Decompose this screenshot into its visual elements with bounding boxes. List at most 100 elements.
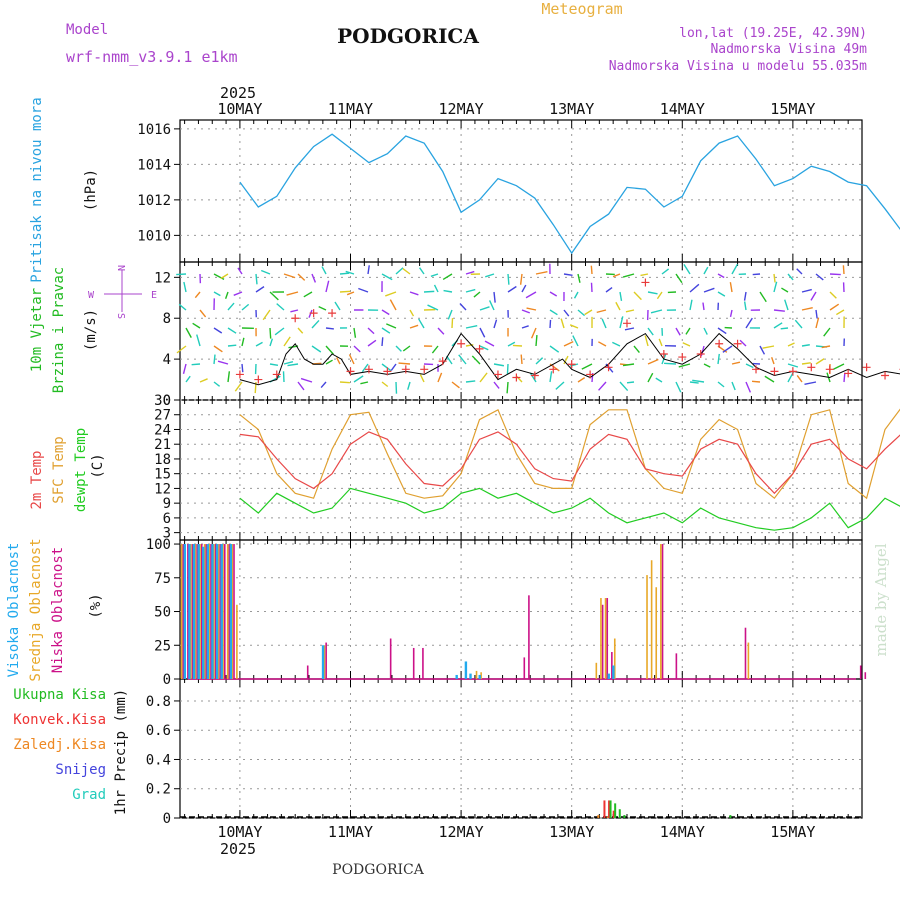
wind-arrow-icon	[731, 381, 736, 391]
wind-arrow-icon	[601, 318, 607, 329]
cloud-mid-bar	[226, 544, 229, 679]
wind-arrow-icon	[183, 281, 187, 293]
wind-arrow-icon	[563, 341, 574, 347]
model-elevation-text: Nadmorska Visina u modelu 55.035m	[609, 59, 867, 74]
wind-arrow-icon	[395, 267, 404, 275]
wind-arrow-icon	[598, 381, 607, 391]
cloud-mid-bar	[655, 587, 658, 679]
wind-arrow-icon	[625, 309, 635, 313]
y-tick-label: 1012	[137, 193, 171, 209]
gust-marker	[457, 339, 466, 348]
cloud-low-bar	[223, 544, 226, 679]
cloud-mid-bar	[194, 544, 197, 679]
compass-s: S	[115, 313, 126, 319]
y-tick-label: 100	[146, 537, 171, 553]
wind-arrow-icon	[381, 381, 389, 388]
precip-total-bar	[729, 815, 732, 818]
dewpt-temp-line	[239, 487, 900, 531]
cloud-low-bar	[228, 544, 231, 679]
day-label-top: 14MAY	[660, 100, 705, 118]
gust-marker	[567, 360, 576, 369]
wind-arrow-icon	[407, 381, 411, 390]
plot-area: 1010101210141016048123691215182124273002…	[137, 100, 900, 841]
wind-arrow-icon	[717, 381, 725, 388]
wind-arrow-icon	[650, 309, 663, 314]
wind-arrow-icon	[192, 322, 201, 329]
cloud-high-bar	[211, 544, 214, 679]
wind-arrow-icon	[633, 345, 640, 353]
wind-arrow-icon	[619, 291, 623, 301]
wind-arrow-icon	[276, 303, 285, 311]
wind-arrow-icon	[619, 316, 624, 329]
wind-arrow-icon	[581, 363, 593, 370]
cloud-unit: (%)	[88, 593, 104, 618]
wind-arrow-icon	[821, 345, 831, 349]
wind-ylabel-2: Brzina i Pravac	[51, 267, 67, 393]
wind-arrow-icon	[615, 301, 621, 311]
wind-arrow-icon	[334, 301, 341, 311]
wind-arrow-icon	[764, 375, 775, 383]
wind-arrow-icon	[493, 291, 496, 303]
wind-arrow-icon	[584, 309, 593, 316]
wind-arrow-icon	[255, 341, 263, 347]
wind-arrow-icon	[213, 327, 223, 334]
day-label-bottom: 12MAY	[439, 823, 484, 841]
day-label-bottom: 13MAY	[549, 823, 594, 841]
wind-arrow-icon	[287, 363, 299, 367]
gust-marker	[475, 344, 484, 353]
wind-arrow-icon	[178, 303, 187, 311]
wind-arrow-icon	[787, 363, 799, 368]
y-tick-label: 30	[154, 393, 171, 409]
wind-arrow-icon	[303, 291, 313, 298]
wind-arrow-icon	[465, 270, 475, 275]
gust-marker	[383, 367, 392, 376]
wind-arrow-icon	[191, 363, 201, 366]
cloud-labels: Visoka Oblacnost Srednja Oblacnost Niska…	[6, 538, 104, 681]
cloud-low-bar	[182, 544, 185, 679]
wind-arrow-icon	[796, 268, 803, 275]
wind-arrow-icon	[702, 302, 705, 311]
wind-arrow-icon	[658, 338, 663, 347]
wind-arrow-icon	[297, 327, 304, 334]
wind-arrow-icon	[283, 336, 291, 347]
gust-marker	[272, 370, 281, 379]
compass-n: N	[115, 265, 126, 271]
wind-arrow-icon	[465, 380, 476, 383]
pressure-labels: Pritisak na nivou mora (hPa)	[29, 97, 99, 282]
wind-arrow-icon	[447, 309, 453, 320]
y-tick-label: 18	[154, 452, 171, 468]
wind-arrow-icon	[336, 357, 341, 365]
wind-arrow-icon	[283, 361, 294, 365]
model-name: wrf-nmm_v3.9.1 e1km	[66, 48, 238, 66]
wind-arrow-icon	[549, 291, 558, 297]
wind-speed-line	[239, 332, 900, 386]
panel-frame	[179, 399, 863, 541]
wind-arrow-icon	[692, 379, 705, 383]
wind-arrow-icon	[689, 283, 700, 293]
cloud-high-bar	[188, 544, 191, 679]
wind-arrow-icon	[529, 372, 537, 383]
wind-arrow-icon	[535, 357, 544, 365]
wind-arrow-icon	[563, 355, 569, 365]
wind-arrow-icon	[759, 345, 766, 355]
wind-arrow-icon	[345, 270, 355, 275]
wind-arrow-icon	[520, 354, 523, 365]
y-tick-label: 9	[163, 496, 171, 512]
wind-arrow-icon	[577, 377, 586, 383]
wind-arrow-icon	[194, 291, 201, 299]
wind-arrow-icon	[549, 319, 552, 329]
wind-arrow-icon	[269, 363, 279, 367]
wind-arrow-icon	[433, 284, 439, 293]
wind-arrow-icon	[311, 319, 320, 329]
wind-arrow-icon	[419, 374, 425, 383]
coords-text: lon,lat (19.25E, 42.39N)	[679, 26, 867, 41]
wind-arrow-icon	[626, 381, 635, 384]
year-top: 2025	[220, 84, 256, 102]
wind-arrow-icon	[745, 363, 754, 369]
wind-arrow-icon	[833, 363, 845, 370]
wind-arrow-icon	[535, 335, 538, 347]
wind-arrow-icon	[233, 291, 243, 296]
cloud-low-bar	[389, 638, 392, 679]
cloud-high-bar	[455, 674, 458, 679]
